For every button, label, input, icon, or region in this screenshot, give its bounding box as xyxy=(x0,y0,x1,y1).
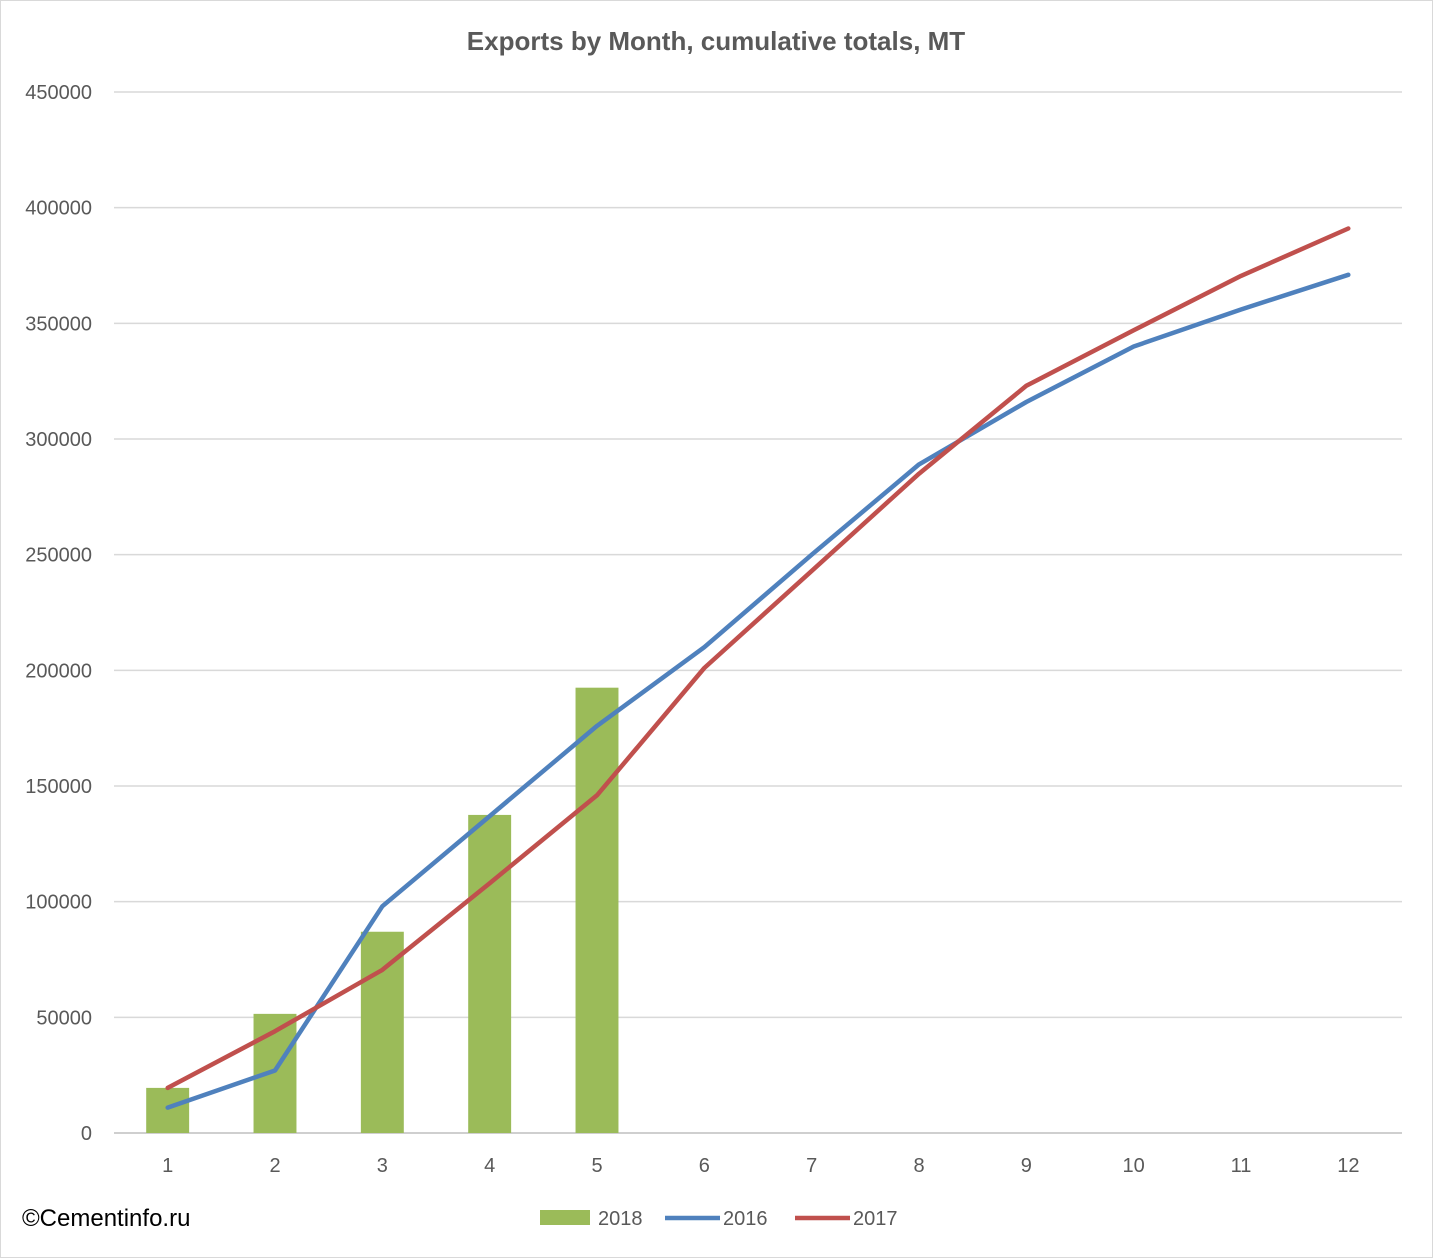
y-tick-label: 0 xyxy=(81,1123,92,1145)
legend-item-2018: 2018 xyxy=(540,1208,643,1230)
y-tick-label: 150000 xyxy=(25,776,92,798)
legend-label: 2016 xyxy=(723,1208,768,1230)
bar-2018 xyxy=(146,1087,190,1133)
x-tick-label: 3 xyxy=(377,1155,388,1177)
line-2017 xyxy=(165,226,1351,1091)
y-tick-label: 100000 xyxy=(25,892,92,914)
x-tick-label: 2 xyxy=(269,1155,280,1177)
x-tick-label: 8 xyxy=(913,1155,924,1177)
x-tick-label: 5 xyxy=(591,1155,602,1177)
bar-2018 xyxy=(575,687,619,1133)
x-tick-label: 10 xyxy=(1123,1155,1145,1177)
gridlines xyxy=(114,91,1402,1134)
bar-2018 xyxy=(468,814,512,1133)
legend: 2018 2016 2017 xyxy=(540,1208,898,1230)
y-tick-label: 450000 xyxy=(25,82,92,104)
line-series xyxy=(165,226,1351,1110)
x-tick-label: 11 xyxy=(1231,1155,1252,1177)
bar-2018 xyxy=(360,931,404,1133)
y-tick-label: 400000 xyxy=(25,198,92,220)
y-tick-label: 350000 xyxy=(25,313,92,335)
copyright-credit: ©Cementinfo.ru xyxy=(22,1205,191,1232)
legend-item-2016: 2016 xyxy=(665,1208,768,1230)
y-tick-label: 200000 xyxy=(25,660,92,682)
x-tick-label: 9 xyxy=(1021,1155,1032,1177)
y-tick-label: 50000 xyxy=(36,1007,92,1029)
x-tick-label: 7 xyxy=(806,1155,817,1177)
y-tick-label: 300000 xyxy=(25,429,92,451)
legend-label: 2018 xyxy=(598,1208,643,1230)
x-axis: 1 2 3 4 5 6 7 8 9 10 11 12 xyxy=(162,1155,1359,1177)
y-tick-label: 250000 xyxy=(25,545,92,567)
legend-item-2017: 2017 xyxy=(795,1208,898,1230)
legend-label: 2017 xyxy=(853,1208,898,1230)
x-tick-label: 12 xyxy=(1337,1155,1359,1177)
chart-title: Exports by Month, cumulative totals, MT xyxy=(467,26,965,56)
legend-swatch xyxy=(540,1210,590,1225)
x-tick-label: 4 xyxy=(484,1155,495,1177)
line-2016 xyxy=(165,272,1351,1110)
y-axis: 0 50000 100000 150000 200000 250000 300000 3500… xyxy=(25,82,92,1145)
x-tick-label: 6 xyxy=(699,1155,710,1177)
x-tick-label: 1 xyxy=(162,1155,173,1177)
bar-series xyxy=(146,687,619,1133)
